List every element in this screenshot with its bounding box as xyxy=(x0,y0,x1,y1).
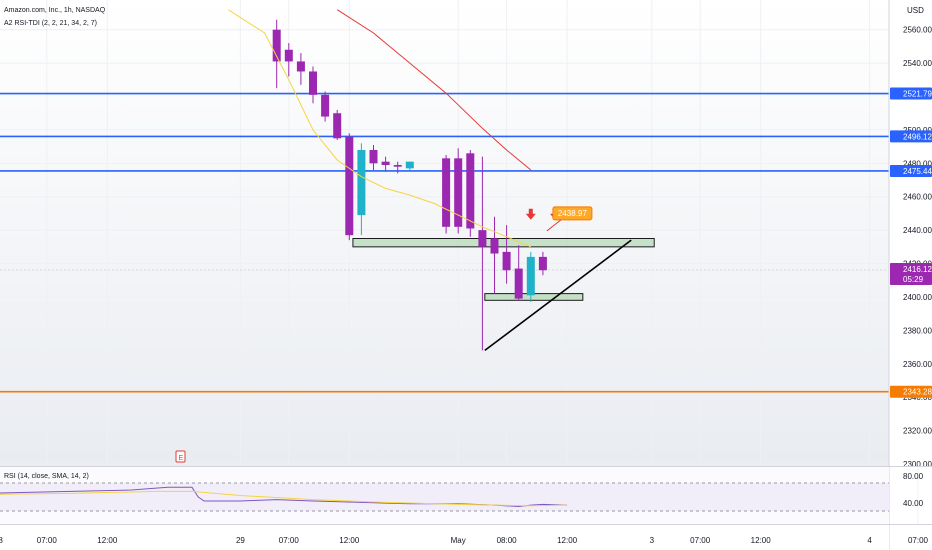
time-tick-label: 12:00 xyxy=(97,536,118,545)
time-tick-label: May xyxy=(451,536,466,545)
support-zone xyxy=(352,238,655,248)
time-tick-label: 28 xyxy=(0,536,3,545)
level-tag xyxy=(890,87,932,100)
candle-body xyxy=(369,149,378,164)
candle-body xyxy=(321,94,330,117)
rsi-band xyxy=(0,483,889,511)
svg-text:E: E xyxy=(179,455,184,462)
level-tag xyxy=(890,130,932,143)
earnings-icon[interactable]: E xyxy=(175,450,186,463)
level-tag-label: 2521.79 xyxy=(903,90,932,99)
time-axis[interactable] xyxy=(0,525,889,550)
time-tick-label: 07:00 xyxy=(279,536,300,545)
time-tick-label: 07:00 xyxy=(908,536,929,545)
last-price-label: 2416.12 xyxy=(903,265,932,274)
level-tag-label: 2496.12 xyxy=(903,132,932,141)
price-tick-label: 2480.00 xyxy=(903,159,932,168)
time-tick-label: 4 xyxy=(867,536,872,545)
candle-body xyxy=(357,149,366,216)
ema-yellow-line xyxy=(228,9,531,248)
candle-body xyxy=(345,136,354,236)
price-tick-label: 2440.00 xyxy=(903,226,932,235)
candle-body xyxy=(526,256,535,296)
rsi-title: RSI (14, close, SMA, 14, 2) xyxy=(4,473,89,480)
time-tick-label: 07:00 xyxy=(690,536,711,545)
candle-body xyxy=(490,238,499,254)
candle-body xyxy=(296,61,305,72)
level-tag-label: 2343.28 xyxy=(903,388,932,397)
price-tick-label: 2380.00 xyxy=(903,326,932,335)
main-pane-background xyxy=(0,0,889,466)
candle-body xyxy=(284,49,293,62)
currency-label: USD xyxy=(907,6,924,15)
price-tick-label: 2460.00 xyxy=(903,193,932,202)
last-price-tag xyxy=(890,263,932,286)
level-tag xyxy=(890,164,932,177)
time-tick-label: 12:00 xyxy=(751,536,772,545)
annotation-pointer xyxy=(546,219,562,232)
rsi-sma-line xyxy=(0,490,568,507)
time-tick-label: 12:00 xyxy=(557,536,578,545)
annotation-label: 2438.97 xyxy=(558,209,587,218)
time-tick-label: 12:00 xyxy=(339,536,360,545)
annotation-box xyxy=(552,206,593,221)
time-tick-label: 07:00 xyxy=(37,536,58,545)
candle-body xyxy=(466,153,475,229)
time-ticks: 28 07:00 12:00 29 07:00 12:00 May 08:00 12:00 3 07… xyxy=(0,536,929,545)
level-tag-label: 2475.44 xyxy=(903,167,932,176)
rsi-line xyxy=(0,486,568,508)
candle-body xyxy=(454,158,463,227)
candle-body xyxy=(393,165,402,167)
price-tick-label: 2360.00 xyxy=(903,360,932,369)
countdown-label: 05:29 xyxy=(903,275,924,284)
time-tick-label: 08:00 xyxy=(497,536,518,545)
price-tick-label: 2400.00 xyxy=(903,293,932,302)
symbol-title: Amazon.com, Inc., 1h, NASDAQ xyxy=(4,7,106,14)
price-tick-label: 2540.00 xyxy=(903,59,932,68)
indicator-title: A2 RSI-TDI (2, 2, 21, 34, 2, 7) xyxy=(4,20,97,27)
ma-red-line xyxy=(336,9,532,171)
rsi-lower-label: 40.00 xyxy=(903,499,924,508)
price-tick-label: 2300.00 xyxy=(903,460,932,469)
candle-body xyxy=(514,268,523,299)
level-tag xyxy=(890,385,932,398)
down-arrow-icon xyxy=(525,208,536,220)
price-tick-label: 2560.00 xyxy=(903,26,932,35)
candle-body xyxy=(538,256,547,271)
time-tick-label: 3 xyxy=(650,536,655,545)
candle-body xyxy=(309,71,317,95)
price-tick-label: 2320.00 xyxy=(903,427,932,436)
candle-body xyxy=(442,158,451,227)
trendline xyxy=(484,239,632,352)
candle-body xyxy=(405,161,414,169)
candles xyxy=(272,19,547,351)
rsi-upper-label: 80.00 xyxy=(903,472,924,481)
candle-body xyxy=(333,113,342,139)
price-annotation: 2438.97 xyxy=(546,206,593,232)
candle-body xyxy=(381,161,390,166)
candle-body xyxy=(478,230,487,247)
candle-body xyxy=(272,29,281,62)
time-tick-label: 29 xyxy=(236,536,245,545)
candle-body xyxy=(502,251,511,271)
